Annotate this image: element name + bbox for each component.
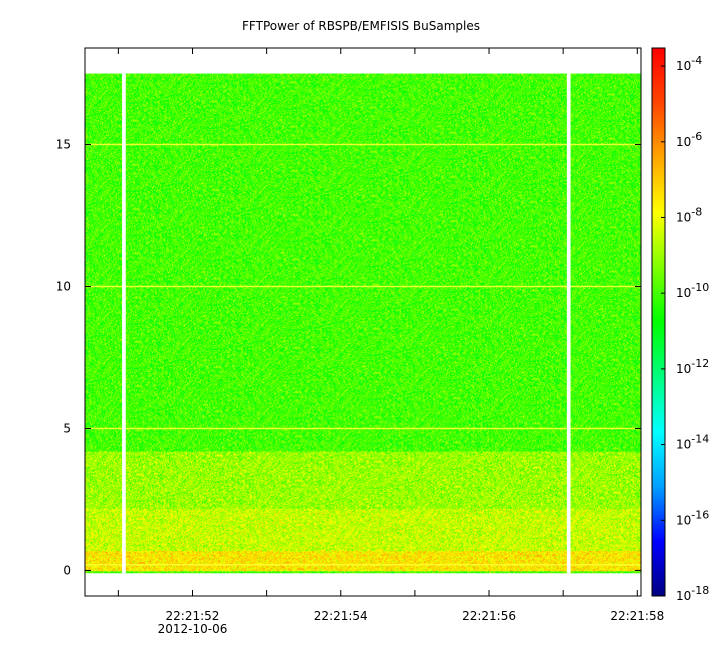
colorbar-tick-label: 10-4 [676,54,702,73]
x-tick-date-label: 2012-10-06 [158,622,228,636]
plot-frame [84,47,642,597]
chart-title: FFTPower of RBSPB/EMFISIS BuSamples [242,19,480,33]
spectrogram-overlays [85,73,641,574]
colorbar-tick-label: 10-18 [676,584,709,603]
y-axis: 0 5 10 15 [56,138,641,577]
colorbar-tick-label: 10-16 [676,508,709,527]
colorbar-gradient [652,48,665,596]
data-gap [122,73,126,574]
colorbar-tick-label: 10-10 [676,281,709,300]
y-tick-label: 5 [63,421,71,435]
spectrogram-raster [85,73,641,574]
colorbar-tick-label: 10-12 [676,357,709,376]
colorbar-ticks: 10-4 10-6 10-8 10-10 10-12 10-14 10-16 10-18 [661,54,709,603]
x-tick-label: 22:21:56 [462,609,516,623]
spectrogram-image [85,73,641,574]
x-tick-label: 22:21:58 [610,609,664,623]
colorbar-tick-label: 10-8 [676,205,702,224]
colorbar-frame [651,47,666,597]
y-tick-label: 0 [63,563,71,577]
x-tick-label: 22:21:52 [166,609,220,623]
y-tick-label: 15 [56,138,71,152]
y-tick-label: 10 [56,280,71,294]
x-tick-label: 22:21:54 [314,609,368,623]
colorbar: 10-4 10-6 10-8 10-10 10-12 10-14 10-16 10-18 [651,47,709,603]
colorbar-tick-label: 10-14 [676,433,709,452]
data-gap [566,73,571,574]
colorbar-tick-label: 10-6 [676,130,702,149]
